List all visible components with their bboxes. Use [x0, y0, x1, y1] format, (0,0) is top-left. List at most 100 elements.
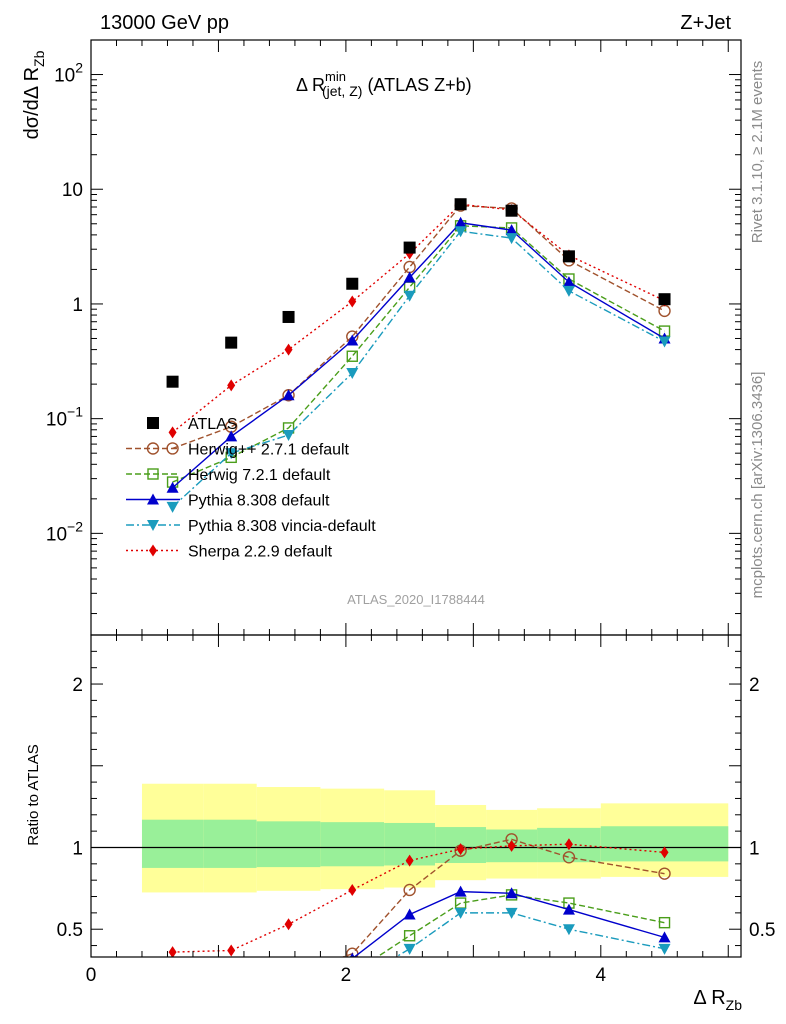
series-point — [454, 216, 467, 228]
series-point — [225, 430, 238, 442]
uncertainty-band-green — [256, 821, 321, 868]
series-point — [346, 334, 359, 346]
ratio-point — [284, 918, 293, 931]
ratio-point — [405, 854, 414, 867]
main-panel: 10−2 10−1 1 10 102 dσ/dΔ RZb Δ Rmin (jet, Z) (A… — [21, 39, 742, 636]
data-point — [505, 204, 518, 217]
data-point — [282, 310, 295, 323]
series-point — [348, 295, 357, 308]
ratio-y-tick-label: 1 — [72, 838, 83, 859]
data-point — [562, 250, 575, 263]
x-tick-label: 2 — [341, 965, 352, 986]
series-point — [166, 481, 179, 493]
y-tick-label: 102 — [54, 60, 83, 87]
legend-marker — [149, 544, 157, 557]
ratio-plot-area — [91, 783, 741, 1004]
ratio-point — [168, 985, 178, 995]
legend-marker — [146, 442, 160, 455]
ratio-point — [562, 903, 575, 915]
ratio-point — [403, 883, 416, 897]
data-point — [346, 277, 359, 290]
ratio-point — [564, 838, 573, 851]
series-point — [505, 233, 518, 245]
uncertainty-band-green — [203, 819, 257, 868]
ratio-panel: 0.5 0.5 1 1 2 2 0 2 4 Ratio to ATLAS Δ RZb — [25, 634, 775, 1013]
series-point — [168, 426, 177, 439]
series-point — [505, 224, 518, 236]
ratio-point — [403, 943, 416, 955]
y-tick-label: 1 — [72, 295, 83, 316]
ratio-point — [226, 990, 236, 1000]
series-point — [346, 350, 358, 362]
series-point — [227, 379, 236, 392]
header-energy: 13000 GeV pp — [100, 12, 229, 34]
uncertainty-band-green — [141, 819, 204, 868]
series-point — [562, 276, 575, 288]
x-tick-label: 0 — [86, 965, 97, 986]
legend-label: Pythia 8.308 vincia-default — [188, 518, 376, 535]
ratio-point — [283, 971, 295, 982]
y-axis-label: dσ/dΔ RZb — [21, 50, 47, 139]
series-point — [284, 343, 293, 356]
header-process: Z+Jet — [680, 12, 731, 34]
legend-marker — [147, 520, 159, 531]
ratio-point — [168, 946, 177, 957]
series-point — [282, 389, 295, 401]
rivet-label: Rivet 3.1.10, ≥ 2.1M events — [749, 61, 766, 244]
series-point — [166, 501, 179, 513]
ratio-point — [167, 993, 179, 1004]
ratio-point — [454, 907, 467, 919]
series-point — [454, 226, 467, 238]
ratio-line — [341, 838, 665, 957]
y-tick-label: 10 — [62, 180, 83, 201]
ratio-point — [403, 908, 416, 920]
chart-title: Δ Rmin (jet, Z) (ATLAS Z+b) — [296, 69, 472, 99]
ratio-line — [172, 843, 665, 953]
ratio-y-tick-label: 0.5 — [57, 920, 83, 941]
series-point — [225, 448, 238, 460]
ratio-point — [454, 885, 467, 897]
y-tick-label: 10−2 — [46, 518, 83, 545]
ratio-point — [562, 924, 575, 936]
legend: ATLAS Herwig++ 2.7.1 default Herwig 7.2.1 … — [126, 416, 376, 561]
ratio-y-tick-label: 2 — [749, 675, 760, 696]
legend-marker — [147, 417, 159, 429]
legend-label: Herwig++ 2.7.1 default — [188, 442, 350, 459]
main-plot-area — [166, 198, 671, 513]
ratio-point — [225, 980, 237, 991]
ratio-point — [167, 963, 178, 974]
ratio-point — [456, 843, 465, 856]
series-point — [403, 260, 416, 274]
ratio-frame — [90, 634, 742, 958]
ratio-line — [353, 890, 665, 957]
ratio-point — [283, 991, 295, 1002]
data-point — [225, 336, 238, 349]
ratio-point — [225, 988, 237, 999]
legend-label: Sherpa 2.2.9 default — [188, 544, 333, 561]
ratio-point — [167, 985, 179, 996]
legend-label: Pythia 8.308 default — [188, 493, 330, 510]
ratio-point — [505, 887, 518, 899]
ratio-point — [658, 931, 671, 943]
series-line — [172, 204, 665, 450]
series-line — [172, 203, 665, 433]
series-point — [346, 368, 359, 380]
series-point — [403, 290, 416, 302]
ratio-point — [284, 988, 294, 998]
legend-marker — [147, 493, 159, 505]
legend-label: Herwig 7.2.1 default — [188, 467, 331, 484]
ratio-point — [658, 943, 671, 955]
ratio-point — [349, 952, 355, 957]
mcplots-label: mcplots.cern.ch [arXiv:1306.3436] — [749, 372, 766, 599]
ratio-point — [226, 974, 237, 985]
data-point — [166, 375, 179, 388]
legend-label: ATLAS — [188, 416, 238, 433]
series-point — [658, 336, 671, 348]
legend-marker — [147, 468, 159, 480]
ratio-point — [660, 846, 669, 859]
ratio-point — [403, 930, 416, 942]
series-line — [172, 230, 665, 508]
ratio-y-tick-label: 2 — [72, 675, 83, 696]
ratio-point — [562, 851, 576, 864]
